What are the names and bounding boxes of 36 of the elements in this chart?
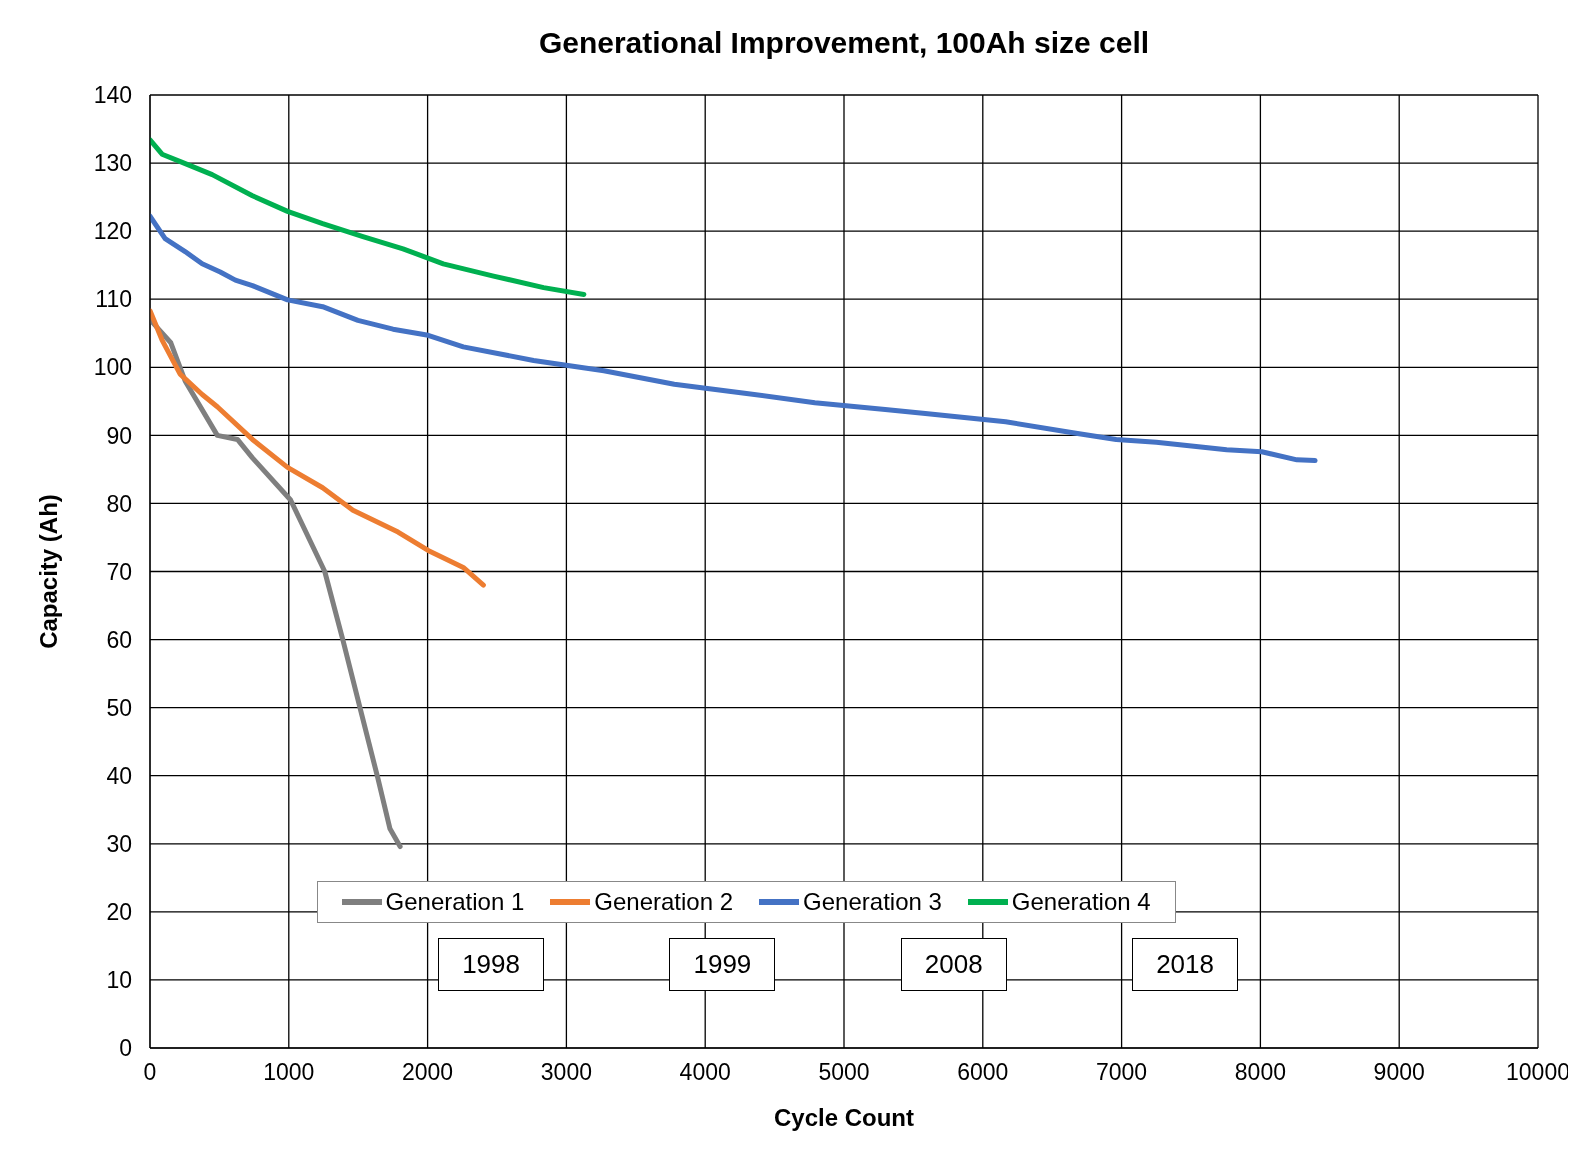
annotation: 2008 <box>900 938 1007 992</box>
x-tick-label: 1000 <box>263 1059 315 1086</box>
y-tick-label: 120 <box>93 218 132 245</box>
y-tick-label: 100 <box>93 354 132 381</box>
y-tick-label: 10 <box>106 967 132 994</box>
y-tick-label: 0 <box>119 1035 132 1062</box>
legend-label: Generation 2 <box>594 888 734 917</box>
x-tick-label: 0 <box>143 1059 157 1086</box>
y-tick-label: 60 <box>106 626 132 653</box>
y-tick-label: 40 <box>106 762 132 789</box>
y-tick-label: 110 <box>95 286 132 313</box>
x-tick-label: 5000 <box>818 1059 870 1086</box>
y-tick-label: 20 <box>106 899 132 926</box>
legend-label: Generation 3 <box>803 888 942 917</box>
x-tick-label: 4000 <box>679 1059 731 1086</box>
y-tick-label: 30 <box>106 830 132 857</box>
x-tick-label: 2000 <box>402 1059 454 1086</box>
y-tick-label: 140 <box>93 82 132 109</box>
annotation: 1999 <box>669 938 776 992</box>
x-tick-label: 9000 <box>1373 1059 1425 1086</box>
x-tick-label: 8000 <box>1234 1059 1286 1086</box>
y-tick-label: 50 <box>106 694 132 721</box>
annotation: 1998 <box>438 938 545 992</box>
x-tick-label: 3000 <box>540 1059 592 1086</box>
x-tick-label: 7000 <box>1096 1059 1148 1086</box>
annotation: 2018 <box>1132 938 1239 992</box>
legend-label: Generation 1 <box>385 888 525 917</box>
x-axis-title: Cycle Count <box>773 1104 915 1131</box>
y-tick-label: 90 <box>106 422 132 449</box>
chart-title: Generational Improvement, 100Ah size cell <box>537 26 1151 60</box>
y-axis-title: Capacity (Ah) <box>34 494 62 649</box>
y-tick-label: 130 <box>93 150 132 177</box>
y-tick-label: 80 <box>106 490 132 517</box>
y-tick-label: 70 <box>106 558 132 585</box>
legend-label: Generation 4 <box>1011 888 1151 917</box>
x-tick-label: 6000 <box>957 1059 1009 1086</box>
